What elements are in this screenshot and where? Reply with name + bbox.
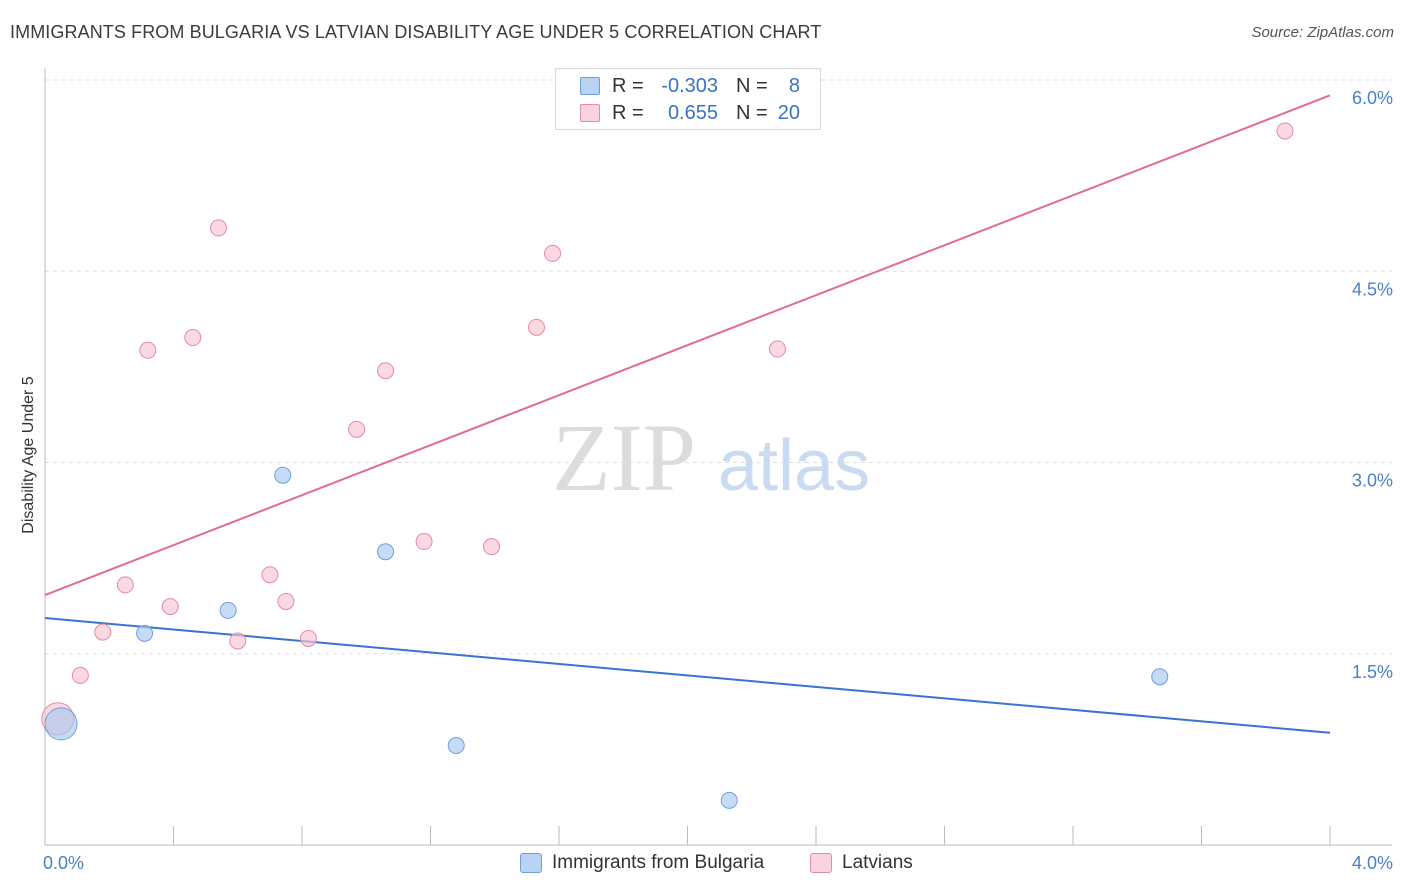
chart-title: IMMIGRANTS FROM BULGARIA VS LATVIAN DISA… bbox=[10, 22, 822, 42]
legend-swatch-bulgaria bbox=[520, 853, 542, 873]
point-latvians bbox=[71, 666, 89, 684]
legend-item-bulgaria[interactable]: Immigrants from Bulgaria bbox=[520, 852, 764, 874]
trend-lines bbox=[44, 94, 1331, 734]
point-latvians bbox=[94, 623, 112, 641]
legend-n-label: N = bbox=[736, 74, 768, 97]
legend-swatch-bulgaria bbox=[580, 77, 600, 95]
y-tick-label: 1.5% bbox=[1352, 662, 1393, 682]
legend-r-label: R = bbox=[612, 74, 644, 97]
source-credit: Source: ZipAtlas.com bbox=[1251, 24, 1394, 41]
axes bbox=[44, 68, 1392, 846]
legend-r-label: R = bbox=[612, 101, 644, 124]
y-tick-label: 3.0% bbox=[1352, 471, 1393, 491]
legend-item-latvians[interactable]: Latvians bbox=[810, 852, 913, 874]
y-tick-label: 6.0% bbox=[1352, 88, 1393, 108]
trend-line-latvians bbox=[44, 94, 1331, 597]
y-axis-label: Disability Age Under 5 bbox=[20, 376, 37, 534]
legend-n-value: 20 bbox=[777, 101, 800, 124]
point-bulgaria bbox=[377, 543, 395, 561]
point-latvians bbox=[209, 219, 227, 237]
x-tick-label: 0.0% bbox=[43, 853, 84, 873]
legend-row-latvians: R = 0.655 N = 20 bbox=[580, 100, 800, 126]
point-latvians bbox=[415, 533, 433, 551]
point-latvians bbox=[277, 592, 295, 610]
point-latvians bbox=[116, 576, 134, 594]
point-latvians bbox=[768, 340, 786, 358]
point-latvians bbox=[229, 632, 247, 650]
legend-swatch-latvians bbox=[580, 104, 600, 122]
legend-n-label: N = bbox=[736, 101, 768, 124]
point-bulgaria bbox=[219, 601, 237, 619]
point-latvians bbox=[348, 420, 366, 438]
point-bulgaria bbox=[447, 737, 465, 755]
point-bulgaria bbox=[1151, 668, 1169, 686]
legend-r-value: 0.655 bbox=[667, 101, 718, 124]
legend-r-value: -0.303 bbox=[661, 74, 718, 97]
series-legend: Immigrants from Bulgaria Latvians bbox=[0, 852, 1406, 878]
watermark: ZIP atlas bbox=[552, 404, 870, 511]
watermark-zip: ZIP bbox=[552, 404, 696, 511]
point-bulgaria bbox=[44, 707, 78, 741]
legend-label-latvians: Latvians bbox=[842, 852, 913, 873]
point-latvians bbox=[184, 329, 202, 347]
grid-lines bbox=[45, 79, 1392, 655]
legend-n-value: 8 bbox=[788, 74, 800, 97]
point-latvians bbox=[1276, 122, 1294, 140]
watermark-atlas: atlas bbox=[718, 426, 870, 506]
point-latvians bbox=[377, 362, 395, 380]
point-latvians bbox=[483, 538, 501, 556]
stats-legend: R = -0.303 N = 8 R = 0.655 N = 20 bbox=[555, 68, 821, 130]
point-latvians bbox=[139, 341, 157, 359]
x-tick-label: 4.0% bbox=[1352, 853, 1393, 873]
point-latvians bbox=[299, 629, 317, 647]
point-latvians bbox=[261, 566, 279, 584]
data-points bbox=[41, 122, 1294, 809]
point-bulgaria bbox=[720, 791, 738, 809]
point-bulgaria bbox=[136, 624, 154, 642]
point-latvians bbox=[528, 318, 546, 336]
point-latvians bbox=[544, 244, 562, 262]
trend-line-bulgaria bbox=[44, 617, 1331, 734]
tick-labels: 1.5% 3.0% 4.5% 6.0% 0.0% 4.0% bbox=[43, 88, 1393, 873]
point-bulgaria bbox=[274, 466, 292, 484]
y-tick-label: 4.5% bbox=[1352, 279, 1393, 299]
legend-row-bulgaria: R = -0.303 N = 8 bbox=[580, 73, 800, 99]
point-latvians bbox=[161, 598, 179, 616]
legend-swatch-latvians bbox=[810, 853, 832, 873]
legend-label-bulgaria: Immigrants from Bulgaria bbox=[552, 852, 765, 873]
